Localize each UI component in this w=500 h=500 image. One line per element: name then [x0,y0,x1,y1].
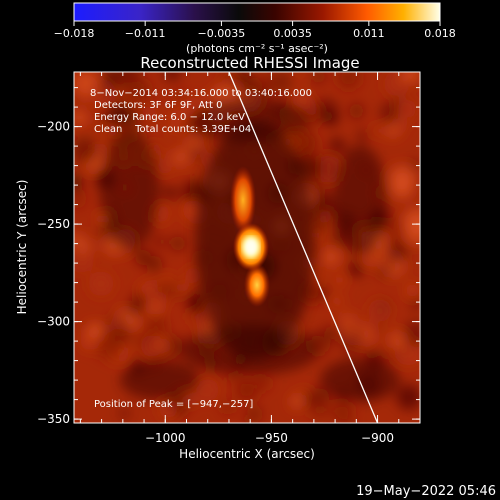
y-axis-label: Heliocentric Y (arcsec) [15,180,29,315]
x-axis: −1000 −950 −900 [79,72,421,445]
solar-limb [228,72,379,423]
y-tick-label: −350 [37,412,70,426]
y-tick-label: −300 [37,315,70,329]
colorbar-units: (photons cm⁻² s⁻¹ asec⁻²) [186,42,328,55]
emission-sources [230,166,270,307]
colorbar-tick-label: −0.018 [54,27,95,40]
colorbar-ticks: −0.018 −0.011 −0.0035 0.0035 0.011 0.018 [54,21,456,40]
image-area [74,72,420,423]
colorbar-tick-label: 0.0035 [273,27,312,40]
annotation-energy: Energy Range: 6.0 − 12.0 keV [94,112,245,123]
plot-frame [73,71,421,424]
annotation-peak: Position of Peak = [−947,−257] [94,399,253,410]
x-tick-label: −1000 [145,431,186,445]
colorbar-tick-label: 0.011 [353,27,385,40]
colorbar-tick-label: −0.011 [125,27,166,40]
y-tick-label: −200 [37,120,70,134]
colorbar-tick-label: −0.0035 [198,27,246,40]
upper-source [230,166,256,234]
x-tick-label: −950 [255,431,288,445]
annotation-clean: Clean Total counts: 3.39E+04 [94,124,251,135]
colorbar-tick-label: 0.018 [424,27,456,40]
y-tick-label: −250 [37,217,70,231]
colorbar [73,2,441,22]
annotation-detectors: Detectors: 3F 6F 9F, Att 0 [94,100,222,111]
y-axis: −350 −300 −250 −200 [37,87,420,426]
annotation-time: 8−Nov−2014 03:34:16.000 to 03:40:16.000 [90,88,312,99]
timestamp: 19−May−2022 05:46 [356,484,496,499]
x-tick-label: −900 [361,431,394,445]
lower-source [244,263,270,307]
annotations: 8−Nov−2014 03:34:16.000 to 03:40:16.000 … [90,88,312,410]
x-axis-label: Heliocentric X (arcsec) [179,447,315,461]
chart-title: Reconstructed RHESSI Image [140,54,359,72]
